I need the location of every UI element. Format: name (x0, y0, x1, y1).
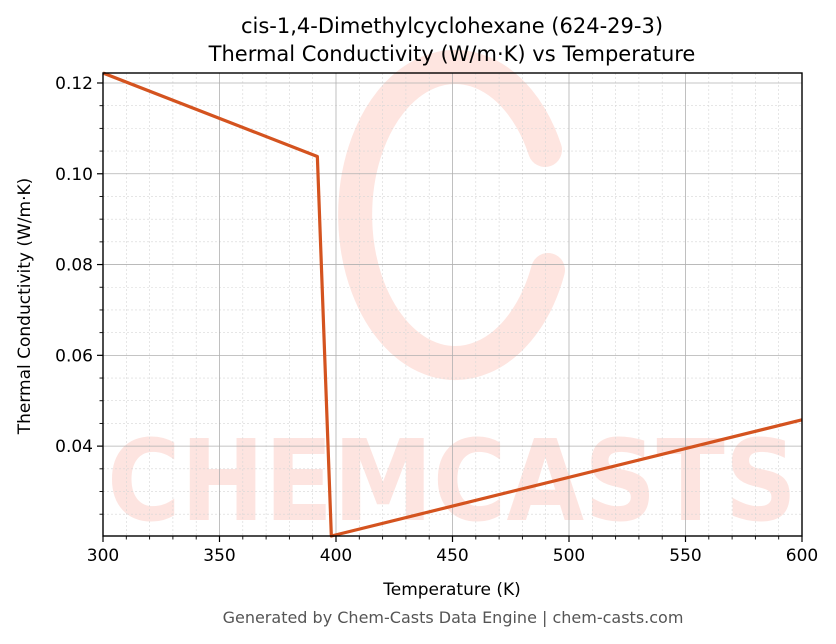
series-line (102, 71, 803, 538)
series-layer (102, 71, 803, 538)
y-tick-label: 0.12 (55, 74, 93, 94)
x-tick-label: 550 (669, 546, 701, 566)
x-tick-label: 350 (203, 546, 235, 566)
y-tick-label: 0.06 (55, 346, 93, 366)
x-tick-label: 400 (320, 546, 352, 566)
x-tick-label: 600 (786, 546, 818, 566)
y-tick-label: 0.04 (55, 437, 93, 457)
axis-ticks (97, 82, 803, 542)
y-tick-label: 0.08 (55, 256, 93, 276)
x-tick-label: 450 (436, 546, 468, 566)
x-tick-label: 500 (553, 546, 585, 566)
watermark-logo-ring (338, 50, 565, 380)
watermark-text: CHEMCASTS (107, 417, 797, 547)
chemcasts-watermark: CHEMCASTS (107, 50, 797, 547)
x-tick-label: 300 (87, 546, 119, 566)
tick-labels: 300 350 400 450 500 550 600 0.04 0.06 0.08 0.10 0.1… (55, 74, 818, 566)
x-axis-label: Temperature (K) (382, 580, 521, 600)
footer-credit: Generated by Chem-Casts Data Engine | ch… (222, 608, 684, 627)
chart-subtitle: Thermal Conductivity (W/m·K) vs Temperat… (208, 42, 696, 66)
y-tick-label: 0.10 (55, 165, 93, 185)
chart-title: cis-1,4-Dimethylcyclohexane (624-29-3) (241, 14, 663, 38)
y-axis-label: Thermal Conductivity (W/m·K) (15, 178, 35, 436)
